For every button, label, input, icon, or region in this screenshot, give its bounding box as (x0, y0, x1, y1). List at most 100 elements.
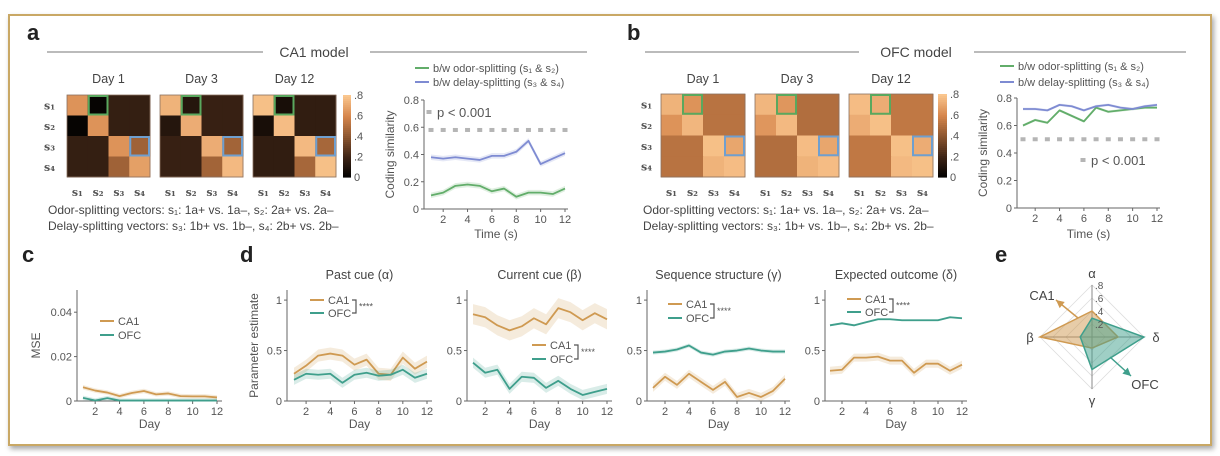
heatmap-cell (776, 156, 798, 178)
y-tick-label: 0.2 (404, 177, 419, 189)
heatmap-cell (129, 156, 151, 178)
x-tick-label: 2 (482, 406, 488, 418)
legend-label: CA1 (865, 294, 886, 306)
significance-legend-marker (426, 110, 432, 114)
heatmap-col-label: s₂ (687, 186, 698, 199)
x-tick-label: 10 (397, 406, 409, 418)
series-line-ofc (829, 316, 963, 327)
colorbar-segment (343, 133, 351, 137)
colorbar-segment (938, 125, 947, 128)
subplot-title: Current cue (β) (497, 268, 581, 282)
colorbar-segment (343, 168, 351, 172)
colorbar-segment (938, 168, 947, 172)
x-tick-label: 2 (92, 406, 98, 418)
colorbar-segment (938, 172, 947, 176)
heatmap-col-label: s₂ (279, 186, 290, 199)
x-axis-label: Day (349, 417, 370, 431)
heatmap-cell (755, 135, 777, 157)
heatmap-col-label: s₄ (134, 186, 145, 199)
colorbar-segment (343, 119, 351, 123)
significance-bracket (574, 344, 579, 360)
heatmap-cell (724, 114, 746, 136)
significance-bracket (710, 303, 715, 319)
colorbar-segment (343, 162, 351, 166)
heatmap-cell (129, 136, 151, 157)
colorbar-segment (343, 152, 351, 156)
heatmap-cell (108, 95, 130, 116)
colorbar-tick-label: 0 (950, 172, 956, 184)
radar-tick-label: .4 (1095, 307, 1104, 318)
x-tick-label: 4 (464, 214, 470, 226)
colorbar-segment (938, 100, 947, 103)
heatmap-cell (315, 95, 337, 116)
heatmap-cell (912, 135, 934, 157)
colorbar-segment (938, 160, 947, 164)
heatmap-highlight-box (180, 95, 202, 116)
significance-legend-label: p < 0.001 (437, 105, 492, 120)
heatmap-cell (849, 114, 871, 136)
heatmap-cell (870, 94, 892, 116)
heatmap-cell (294, 136, 316, 157)
x-tick-label: 10 (577, 406, 589, 418)
radar-axis-label: γ (1089, 393, 1096, 408)
x-axis-label: Time (s) (1067, 227, 1111, 241)
heatmap-cell (849, 135, 871, 157)
series-error-band (294, 364, 427, 388)
heatmap-cell (912, 114, 934, 136)
x-tick-label: 2 (303, 406, 309, 418)
chart-a_line: 0 0.2 0.4 0.6 0.8 2 4 6 8 10 12 Time (s) Coding simi… (383, 63, 571, 241)
significance-stars: **** (717, 306, 732, 316)
x-tick-label: 10 (1127, 213, 1139, 225)
heatmap-cell (180, 136, 202, 157)
series-line-b-w-delay-splitting-s-s- (1023, 103, 1158, 112)
heatmap-cell (201, 95, 223, 116)
panel-label-e: e (995, 242, 1007, 267)
heatmap-cell (682, 135, 704, 157)
x-tick-label: 12 (421, 406, 433, 418)
x-tick-label: 2 (662, 406, 668, 418)
significance-legend-marker (1080, 158, 1086, 162)
heatmap-cell (87, 115, 109, 137)
x-tick-label: 8 (1105, 213, 1111, 225)
legend-label: CA1 (328, 295, 349, 307)
heatmap-cell (818, 156, 840, 178)
heatmap-highlight-box (818, 135, 839, 157)
heatmap-cell (870, 135, 892, 157)
significance-marker (1117, 137, 1123, 142)
heatmap-cell (315, 136, 337, 157)
series-line-b-w-delay-splitting-s-s- (430, 139, 566, 165)
legend-label: b/w odor-splitting (s₁ & s₂) (1018, 61, 1144, 73)
heatmap-cell (315, 156, 337, 178)
legend-label: OFC (328, 308, 351, 320)
figure-frame (8, 14, 1212, 446)
y-tick-label: 0 (276, 396, 282, 408)
y-tick-label: 0 (66, 396, 72, 408)
heatmap-cell (755, 114, 777, 136)
heatmap-col-label: s₄ (729, 186, 740, 199)
heatmap-cell (724, 156, 746, 178)
heatmap-cell (776, 94, 798, 116)
heatmap-col-label: s₁ (165, 186, 176, 199)
odor-splitting-note: Odor-splitting vectors: s₁: 1a+ vs. 1a–,… (48, 203, 334, 217)
colorbar-segment (343, 146, 351, 149)
x-tick-label: 6 (887, 406, 893, 418)
colorbar-segment (343, 97, 351, 100)
odor-splitting-note: Odor-splitting vectors: s₁: 1a+ vs. 1a–,… (643, 203, 929, 217)
colorbar-segment (938, 166, 947, 170)
significance-marker (1057, 137, 1063, 142)
y-axis-label: MSE (29, 332, 43, 358)
heatmap-cell (315, 115, 337, 137)
series-line-ca1 (82, 386, 218, 399)
radar-series-label: OFC (1131, 377, 1158, 392)
y-tick-label: 0.8 (404, 95, 419, 107)
radar-series-label: CA1 (1029, 288, 1054, 303)
colorbar-segment (343, 101, 351, 104)
colorbar-segment (343, 156, 351, 160)
colorbar-segment (343, 123, 351, 127)
series-error-band (473, 298, 607, 341)
x-tick-label: 4 (686, 406, 692, 418)
heatmap-day-title: Day 12 (275, 72, 315, 86)
heatmap-col-label: s₁ (760, 186, 771, 199)
heatmap-col-label: s₂ (93, 186, 104, 199)
